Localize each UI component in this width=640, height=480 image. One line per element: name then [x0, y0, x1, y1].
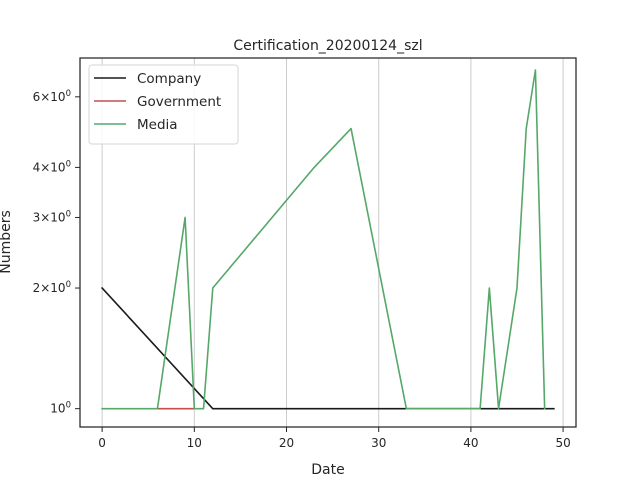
series-lines — [100, 69, 555, 410]
x-tick-label: 0 — [98, 436, 106, 450]
x-tick-label: 10 — [187, 436, 202, 450]
x-axis-ticks: 0 10 20 30 40 50 — [98, 427, 571, 450]
x-tick-label: 20 — [279, 436, 294, 450]
plot-frame — [79, 57, 577, 428]
y-tick-label: 6×100 — [33, 89, 71, 104]
y-tick-label: 3×100 — [33, 209, 71, 224]
series-line-media — [101, 69, 546, 410]
x-axis-label: Date — [311, 462, 344, 478]
x-tick-label: 50 — [555, 436, 570, 450]
y-tick-label: 2×100 — [33, 280, 71, 295]
y-axis-label: Numbers — [0, 210, 14, 274]
x-tick-label: 40 — [463, 436, 478, 450]
x-tick-label: 30 — [371, 436, 386, 450]
legend-label-government: Government — [137, 94, 221, 110]
chart-title: Certification_20200124_szl — [233, 38, 422, 54]
y-tick-label: 4×100 — [33, 159, 71, 174]
legend-label-company: Company — [137, 71, 201, 87]
legend-label-media: Media — [137, 117, 178, 133]
legend-box — [88, 64, 239, 145]
legend: Company Government Media — [88, 64, 239, 145]
